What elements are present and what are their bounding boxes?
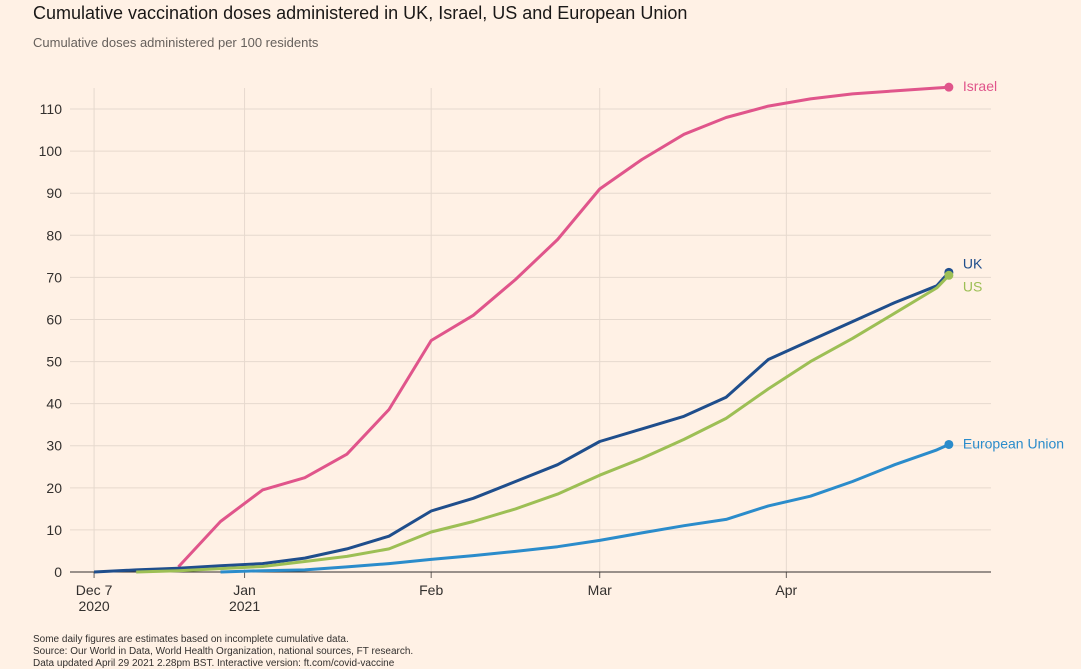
- y-tick-label: 0: [54, 564, 62, 580]
- y-tick-label: 60: [46, 311, 62, 327]
- note: Data updated April 29 2021 2.28pm BST. I…: [33, 658, 395, 669]
- y-tick-label: 50: [46, 354, 62, 370]
- end-point: [944, 439, 954, 449]
- y-tick-label: 90: [46, 185, 62, 201]
- series-label: UK: [963, 255, 983, 271]
- x-tick-label: Apr: [775, 582, 797, 598]
- end-point: [944, 82, 954, 92]
- note: Source: Our World in Data, World Health …: [33, 646, 413, 657]
- y-tick-label: 70: [46, 269, 62, 285]
- x-tick-label: 2020: [79, 598, 110, 614]
- x-tick-label: 2021: [229, 598, 260, 614]
- series-label: Israel: [963, 78, 997, 94]
- x-tick-label: Feb: [419, 582, 443, 598]
- note: Some daily figures are estimates based o…: [33, 634, 349, 645]
- series-label: US: [963, 278, 982, 294]
- series-label: European Union: [963, 435, 1064, 451]
- end-point: [944, 270, 954, 280]
- y-tick-label: 30: [46, 438, 62, 454]
- series-line: [94, 271, 951, 574]
- y-tick-label: 40: [46, 396, 62, 412]
- chart-subtitle: Cumulative doses administered per 100 re…: [33, 35, 319, 50]
- y-tick-label: 20: [46, 480, 62, 496]
- series-line: [136, 274, 950, 574]
- x-tick-label: Dec 7: [76, 582, 113, 598]
- chart-title: Cumulative vaccination doses administere…: [33, 3, 687, 23]
- series-line: [220, 443, 950, 574]
- x-tick-label: Mar: [588, 582, 612, 598]
- y-tick-label: 110: [40, 101, 63, 117]
- series-line: [177, 85, 949, 568]
- y-tick-label: 80: [46, 227, 62, 243]
- x-tick-label: Jan: [233, 582, 256, 598]
- y-tick-label: 10: [46, 522, 62, 538]
- y-tick-label: 100: [39, 143, 63, 159]
